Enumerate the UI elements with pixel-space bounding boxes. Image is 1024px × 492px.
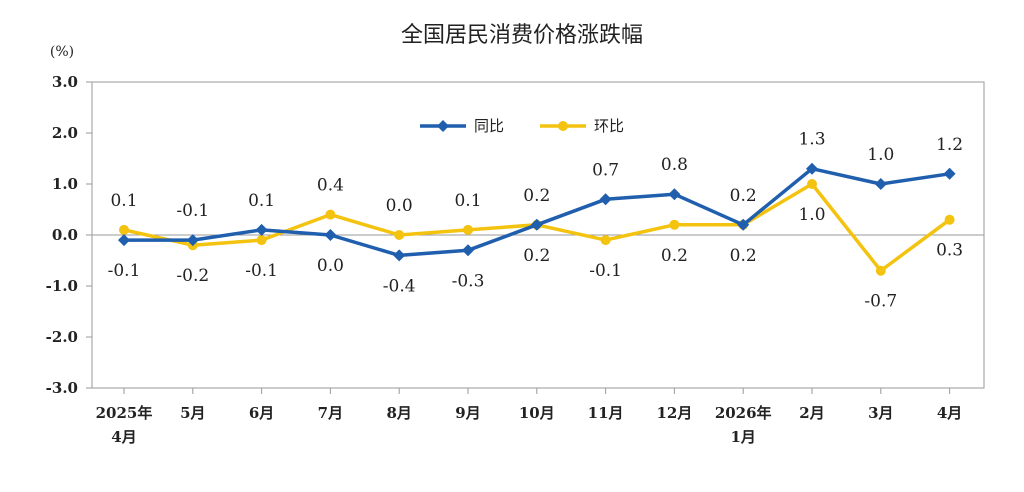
data-label: -0.1 <box>176 201 209 221</box>
data-label: 1.3 <box>798 130 825 150</box>
y-tick-label: 2.0 <box>52 124 78 142</box>
data-point <box>807 179 817 189</box>
data-point <box>874 178 887 190</box>
data-labels: -0.1 -0.1 0.1 0.0 -0.4 -0.3 0.2 0.7 0.8 0.2 1.3 1.0… <box>108 130 964 312</box>
x-tick-label: 2025年 <box>96 404 153 422</box>
x-tick-label: 2026年 <box>715 404 772 422</box>
data-label: 0.0 <box>317 256 344 276</box>
data-point <box>255 223 268 236</box>
legend: 同比 环比 <box>420 117 624 135</box>
data-point <box>186 234 199 247</box>
data-point <box>394 230 405 240</box>
data-point <box>256 235 267 246</box>
data-label: -0.2 <box>176 266 209 286</box>
x-tick-label: 12月 <box>656 404 692 422</box>
x-tick-label: 8月 <box>386 404 411 422</box>
data-point <box>325 209 336 220</box>
data-point <box>462 244 474 257</box>
data-label: 0.2 <box>523 246 550 266</box>
data-point <box>943 167 956 180</box>
y-tick-label: -1.0 <box>46 277 78 295</box>
x-tick-label: 5月 <box>180 404 205 422</box>
data-point <box>806 162 818 175</box>
data-label: -0.1 <box>245 261 278 281</box>
y-tick-label: 1.0 <box>52 175 78 193</box>
y-tick-label: 0.0 <box>52 226 78 244</box>
data-label: 0.8 <box>661 155 688 175</box>
y-axis: 3.0 2.0 1.0 0.0 -1.0 -2.0 -3.0 <box>46 73 92 397</box>
data-label: 0.2 <box>730 186 757 206</box>
legend-marker <box>558 121 568 131</box>
data-label: 0.4 <box>317 176 344 196</box>
data-point <box>119 224 129 235</box>
data-point <box>668 188 681 201</box>
x-tick-label: 10月 <box>519 404 555 422</box>
data-label: 0.2 <box>661 246 688 266</box>
data-point <box>393 249 406 262</box>
x-tick-label: 1月 <box>730 428 755 446</box>
data-point <box>669 219 680 230</box>
data-label: -0.3 <box>452 271 485 291</box>
x-tick-label: 3月 <box>868 404 893 422</box>
x-axis: 2025年 4月 5月 6月 7月 8月 9月 10月 11月 12月 2026年 1月 2月 3月 4月 <box>96 388 962 446</box>
data-label: 1.0 <box>867 145 894 165</box>
data-label: 0.1 <box>454 191 481 211</box>
data-point <box>600 235 611 246</box>
y-axis-unit: (%) <box>50 44 74 60</box>
data-label: -0.4 <box>383 276 416 296</box>
legend-label: 环比 <box>594 117 624 135</box>
data-point <box>530 218 543 231</box>
series-layer <box>92 162 984 276</box>
data-label: -0.1 <box>108 261 141 281</box>
data-label: -0.7 <box>864 292 897 312</box>
x-tick-label: 4月 <box>111 428 136 446</box>
data-point <box>944 214 955 225</box>
x-tick-label: 2月 <box>799 404 824 422</box>
data-point <box>599 193 612 206</box>
y-tick-label: -3.0 <box>46 379 78 397</box>
data-label: -0.1 <box>589 261 622 281</box>
x-tick-label: 6月 <box>249 404 274 422</box>
data-point <box>324 229 337 241</box>
x-tick-label: 4月 <box>937 404 962 422</box>
y-tick-label: -2.0 <box>46 328 78 346</box>
data-point <box>463 224 473 235</box>
data-label: 1.0 <box>798 205 825 225</box>
data-label: 0.0 <box>386 196 413 216</box>
data-label: 0.1 <box>110 191 137 211</box>
x-tick-label: 9月 <box>455 404 480 422</box>
x-tick-label: 11月 <box>588 404 624 422</box>
data-point <box>875 265 886 276</box>
data-label: 0.7 <box>592 160 619 180</box>
data-label: 0.1 <box>248 191 275 211</box>
y-tick-label: 3.0 <box>52 73 78 91</box>
legend-marker <box>437 120 449 132</box>
data-label: 0.3 <box>936 241 963 261</box>
legend-label: 同比 <box>474 117 504 135</box>
x-tick-label: 7月 <box>318 404 343 422</box>
chart-title: 全国居民消费价格涨跌幅 <box>401 23 643 48</box>
data-label: 0.2 <box>730 246 757 266</box>
data-point <box>737 218 750 231</box>
data-point <box>118 234 130 247</box>
data-label: 1.2 <box>936 135 963 155</box>
data-label: 0.2 <box>523 186 550 206</box>
